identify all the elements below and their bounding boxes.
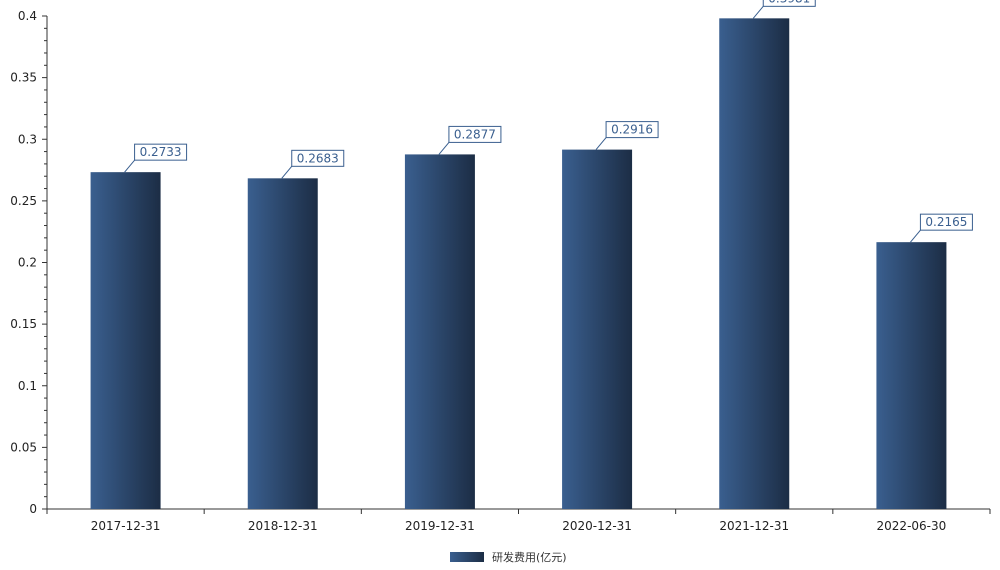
data-label-box bbox=[448, 125, 502, 143]
data-label-leader bbox=[124, 159, 135, 173]
data-label: 0.2733 bbox=[140, 145, 182, 159]
x-tick-label: 2020-12-31 bbox=[562, 519, 632, 533]
data-label-leader bbox=[281, 166, 293, 179]
legend-swatch[interactable] bbox=[450, 552, 484, 562]
bar bbox=[247, 178, 318, 509]
y-tick-label: 0.4 bbox=[18, 9, 37, 23]
bar bbox=[404, 154, 475, 510]
x-tick-label: 2019-12-31 bbox=[405, 519, 475, 533]
y-tick-label: 0 bbox=[29, 502, 37, 516]
x-tick-label: 2017-12-31 bbox=[91, 519, 161, 533]
bar bbox=[719, 18, 790, 510]
x-tick-label: 2018-12-31 bbox=[248, 519, 318, 533]
data-label-leader bbox=[595, 137, 607, 150]
data-label-leader bbox=[910, 229, 921, 243]
data-label: 0.2165 bbox=[925, 215, 967, 229]
y-tick-label: 0.05 bbox=[10, 440, 37, 454]
y-tick-label: 0.1 bbox=[18, 379, 37, 393]
x-tick-label: 2022-06-30 bbox=[877, 519, 947, 533]
data-labels: 0.2733 0.2683 0.2877 0.2916 0.3981 0.2165 bbox=[124, 0, 973, 243]
data-label-box bbox=[762, 0, 816, 7]
data-label: 0.3981 bbox=[768, 0, 810, 5]
y-tick-label: 0.25 bbox=[10, 194, 37, 208]
legend-label[interactable]: 研发费用(亿元) bbox=[492, 550, 567, 564]
axes: 0 0.05 0.1 0.15 0.2 0.25 0.3 0.35 0.4 2017-12-31 2… bbox=[10, 9, 991, 533]
bar bbox=[562, 149, 633, 509]
data-label: 0.2916 bbox=[611, 123, 653, 137]
data-label-box bbox=[134, 143, 188, 161]
bar bbox=[876, 242, 947, 509]
data-label-leader bbox=[438, 142, 450, 155]
y-tick-label: 0.35 bbox=[10, 71, 37, 85]
data-label-box bbox=[919, 213, 973, 231]
data-label: 0.2877 bbox=[454, 127, 496, 141]
y-tick-label: 0.2 bbox=[18, 256, 37, 270]
legend: 研发费用(亿元) bbox=[450, 550, 567, 564]
data-label: 0.2683 bbox=[297, 151, 339, 165]
data-label-leader bbox=[752, 6, 764, 19]
bar bbox=[90, 172, 161, 509]
data-label-box bbox=[605, 121, 659, 139]
y-tick-label: 0.3 bbox=[18, 132, 37, 146]
y-tick-label: 0.15 bbox=[10, 317, 37, 331]
x-tick-label: 2021-12-31 bbox=[719, 519, 789, 533]
bars bbox=[90, 18, 947, 510]
data-label-box bbox=[291, 149, 345, 167]
